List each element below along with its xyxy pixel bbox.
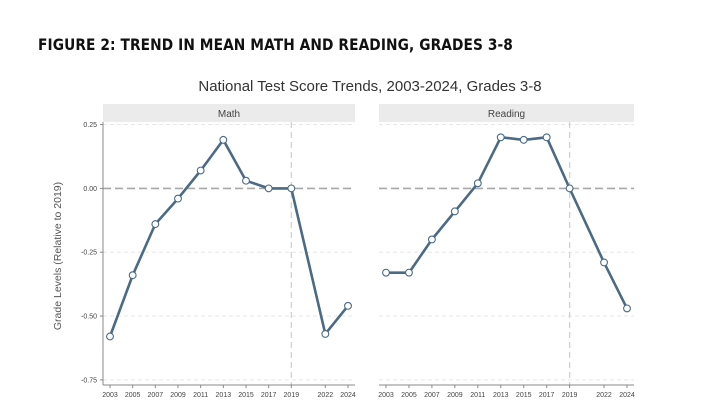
x-tick-label-reading: 2013: [493, 392, 509, 399]
x-tick-label-reading: 2015: [516, 392, 532, 399]
y-tick-label: -0.25: [81, 250, 97, 257]
data-point-reading-2003: [382, 268, 390, 277]
series-line-math: [108, 138, 350, 337]
data-point-math-2013: [219, 135, 228, 144]
data-point-math-2022: [321, 329, 330, 338]
y-tick-label: -0.75: [81, 377, 97, 384]
data-point-reading-2017: [542, 133, 551, 142]
data-point-reading-2013: [496, 133, 505, 142]
x-tick-label-math: 2017: [261, 392, 277, 399]
y-tick-label: -0.50: [81, 314, 97, 321]
data-point-math-2003: [106, 332, 114, 341]
series-line-reading: [386, 136, 629, 309]
data-point-math-2005: [128, 271, 137, 280]
x-tick-label-reading: 2017: [539, 392, 555, 399]
x-tick-label-math: 2022: [318, 392, 334, 399]
y-tick-label: 0.00: [83, 186, 97, 193]
x-tick-label-math: 2009: [170, 392, 186, 399]
data-point-reading-2005: [405, 268, 413, 277]
data-point-reading-2022: [600, 258, 608, 267]
x-tick-label-reading: 2024: [619, 392, 635, 399]
x-tick-label-math: 2011: [193, 392, 208, 399]
x-tick-label-math: 2013: [216, 392, 232, 399]
x-tick-label-math: 2003: [102, 392, 118, 399]
panel-header-reading: [379, 104, 634, 122]
data-point-math-2007: [151, 220, 160, 229]
x-tick-label-reading: 2007: [424, 392, 440, 399]
figure-heading: FIGURE 2: TREND IN MEAN MATH AND READING…: [38, 35, 513, 54]
data-point-reading-2015: [519, 135, 528, 144]
x-tick-label-reading: 2011: [470, 392, 485, 399]
panel-title-reading: Reading: [488, 109, 525, 120]
x-tick-label-reading: 2009: [447, 392, 463, 399]
x-tick-label-math: 2019: [284, 392, 300, 399]
data-point-reading-2007: [427, 235, 436, 244]
chart-title: National Test Score Trends, 2003-2024, G…: [198, 78, 542, 95]
data-point-math-2015: [242, 176, 250, 185]
x-tick-label-reading: 2005: [401, 392, 417, 399]
x-tick-label-reading: 2022: [596, 392, 612, 399]
data-point-reading-2024: [623, 304, 631, 313]
data-point-math-2019: [287, 184, 296, 193]
data-point-math-2024: [344, 301, 352, 310]
x-tick-label-math: 2007: [148, 392, 164, 399]
data-point-reading-2011: [473, 179, 482, 188]
panel-header-math: [103, 104, 355, 122]
panel-title-math: Math: [218, 109, 240, 120]
data-point-math-2017: [264, 184, 273, 193]
data-point-reading-2009: [450, 207, 459, 216]
data-point-reading-2019: [565, 184, 574, 193]
x-tick-label-reading: 2003: [378, 392, 394, 399]
y-tick-label: 0.25: [83, 122, 97, 129]
x-tick-label-math: 2005: [125, 392, 141, 399]
data-point-math-2011: [196, 166, 205, 175]
x-tick-label-reading: 2019: [562, 392, 578, 399]
data-point-math-2009: [174, 194, 182, 203]
x-tick-label-math: 2024: [340, 392, 356, 399]
x-tick-label-math: 2015: [238, 392, 254, 399]
